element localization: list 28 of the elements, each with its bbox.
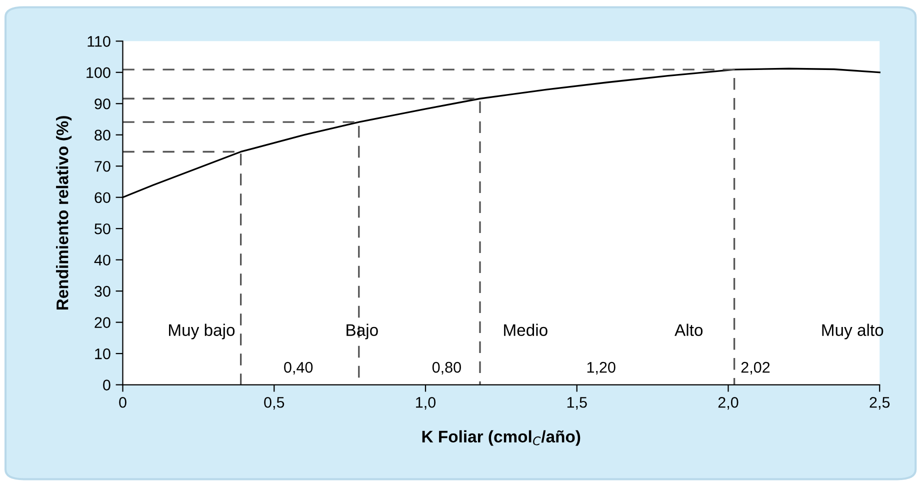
- y-axis-title: Rendimiento relativo (%): [56, 116, 72, 310]
- annotation: 0,80: [432, 362, 461, 375]
- x-tick-label: 0,5: [264, 396, 284, 410]
- y-tick-label: 40: [94, 254, 110, 266]
- annotation: 2,02: [741, 362, 770, 375]
- y-tick-label: 0: [103, 380, 110, 390]
- y-tick-label: 60: [94, 192, 110, 204]
- y-tick-label: 70: [94, 160, 110, 172]
- x-axis-title: K Foliar (cmol$_{C}$/año): [422, 430, 580, 446]
- x-tick-label: 2,5: [870, 396, 890, 410]
- y-tick-label: 110: [88, 36, 110, 47]
- x-tick-label: 1,0: [416, 396, 436, 410]
- y-tick-label: 90: [94, 98, 110, 110]
- y-tick-label: 80: [94, 130, 110, 141]
- x-tick-label: 1,5: [567, 397, 587, 410]
- annotation: Muy alto: [822, 324, 884, 340]
- y-tick-label: 100: [86, 67, 110, 78]
- y-tick-label: 20: [94, 317, 110, 328]
- y-tick-label: 30: [94, 286, 110, 297]
- y-tick-label: 10: [95, 348, 110, 360]
- y-tick-label: 50: [94, 223, 110, 234]
- x-tick-label: 2,0: [718, 396, 738, 410]
- annotation: Alto: [674, 324, 703, 336]
- annotation: Muy bajo: [169, 324, 235, 340]
- annotation: 0,40: [284, 362, 313, 375]
- x-tick-label: 0: [119, 396, 126, 408]
- annotation: Medio: [504, 324, 548, 336]
- annotation: 1,20: [587, 362, 616, 375]
